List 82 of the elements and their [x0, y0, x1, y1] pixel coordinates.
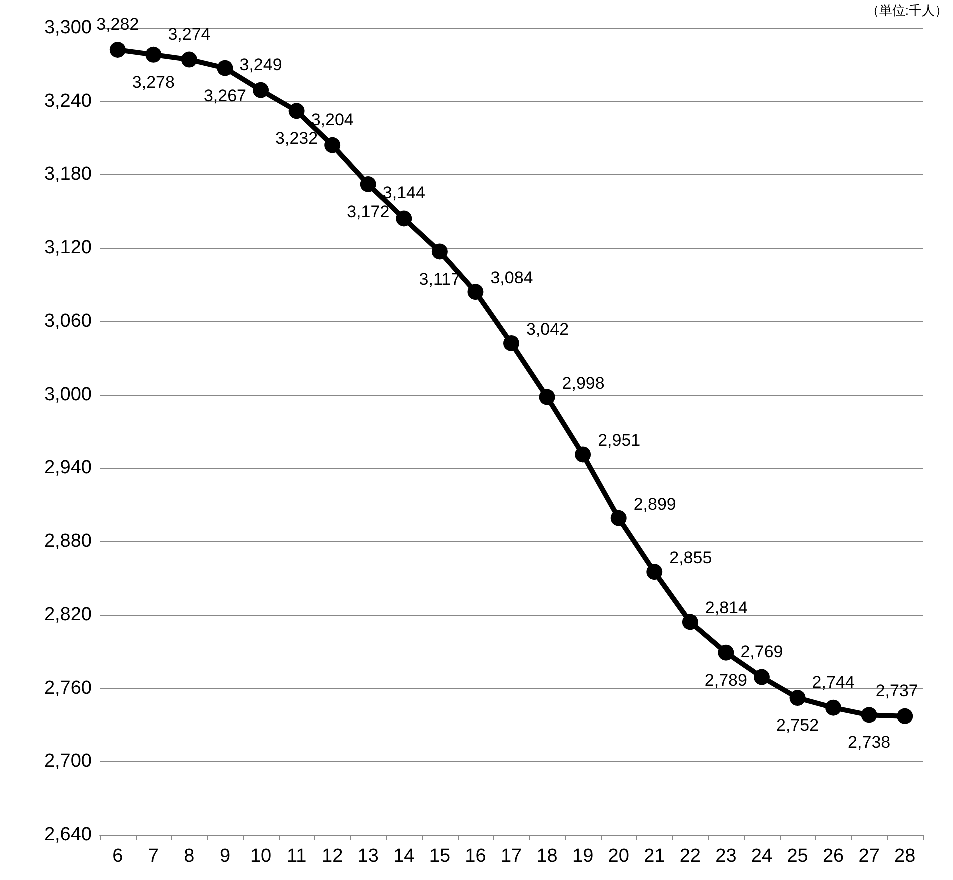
point [468, 284, 484, 300]
x-tick-label: 25 [787, 846, 808, 867]
x-tick-label: 11 [286, 846, 307, 867]
data-label: 3,232 [276, 129, 318, 148]
data-label: 3,282 [96, 15, 140, 34]
data-label: 3,144 [382, 184, 426, 203]
x-tick-label: 13 [358, 846, 379, 867]
point [539, 389, 556, 406]
x-tick-label: 28 [894, 846, 916, 867]
point [575, 446, 592, 463]
x-tick-label: 18 [536, 846, 558, 867]
x-tick-label: 26 [822, 846, 844, 867]
x-tick-label: 19 [572, 846, 594, 867]
x-tick-label: 8 [184, 846, 195, 867]
data-label: 3,278 [132, 72, 175, 92]
x-tick-label: 12 [322, 846, 344, 867]
x-tick-label: 10 [250, 846, 272, 867]
data-label: 2,752 [776, 716, 820, 736]
y-tick-label: 2,820 [44, 604, 92, 626]
y-tick-label: 3,060 [44, 310, 92, 332]
data-label: 2,769 [740, 642, 784, 662]
data-label: 3,117 [419, 270, 461, 289]
data-label: 3,204 [311, 110, 354, 130]
data-label: 2,738 [848, 733, 891, 752]
point [861, 707, 878, 724]
data-label: 2,899 [634, 494, 676, 514]
point [610, 510, 627, 526]
point [324, 137, 341, 154]
point [110, 42, 126, 58]
x-tick-label: 9 [220, 846, 231, 867]
data-label: 2,814 [705, 598, 748, 618]
point [826, 700, 842, 716]
x-tick-label: 6 [112, 846, 124, 867]
y-tick-label: 3,180 [44, 164, 92, 186]
data-label: 3,172 [347, 202, 390, 222]
y-tick-label: 3,000 [44, 384, 92, 406]
point [646, 564, 663, 580]
x-tick-label: 14 [394, 846, 416, 867]
x-tick-label: 7 [148, 846, 159, 867]
data-label: 3,267 [204, 86, 247, 106]
point [360, 176, 376, 193]
point [146, 46, 162, 63]
point [897, 708, 914, 724]
y-tick-label: 2,880 [44, 531, 92, 552]
y-tick-label: 2,700 [44, 751, 92, 772]
y-tick-label: 2,640 [44, 824, 92, 846]
data-label: 2,998 [562, 374, 605, 393]
x-tick-label: 17 [500, 846, 522, 867]
point [217, 60, 234, 76]
y-tick-label: 2,760 [44, 678, 92, 699]
point [432, 244, 448, 260]
point [790, 690, 806, 706]
text: （単位:千人） [866, 3, 948, 18]
point [396, 210, 412, 227]
point [682, 614, 698, 630]
point [718, 644, 734, 661]
data-label: 2,737 [876, 681, 918, 700]
x-tick-label: 16 [465, 846, 486, 867]
point [288, 103, 305, 120]
data-label: 3,042 [526, 320, 570, 339]
x-tick-label: 24 [751, 846, 773, 867]
data-label: 3,084 [490, 268, 534, 288]
point [504, 335, 520, 352]
point [181, 52, 198, 68]
x-tick-label: 21 [644, 846, 666, 867]
data-label: 2,744 [812, 672, 855, 692]
y-tick-label: 3,240 [44, 90, 92, 112]
data-label: 3,249 [240, 55, 282, 74]
y-tick-label: 3,120 [44, 238, 92, 259]
point [754, 669, 770, 686]
x-tick-label: 20 [608, 846, 630, 867]
point [253, 82, 270, 98]
y-tick-label: 2,940 [44, 458, 92, 479]
y-tick-label: 3,300 [44, 18, 92, 38]
data-label: 2,951 [598, 431, 641, 450]
x-tick-label: 23 [716, 846, 737, 867]
x-tick-label: 27 [858, 846, 880, 867]
x-tick-label: 15 [429, 846, 451, 867]
data-label: 3,274 [168, 24, 211, 44]
data-label: 2,789 [704, 670, 748, 690]
x-tick-label: 22 [680, 846, 701, 867]
data-label: 2,855 [670, 548, 712, 568]
